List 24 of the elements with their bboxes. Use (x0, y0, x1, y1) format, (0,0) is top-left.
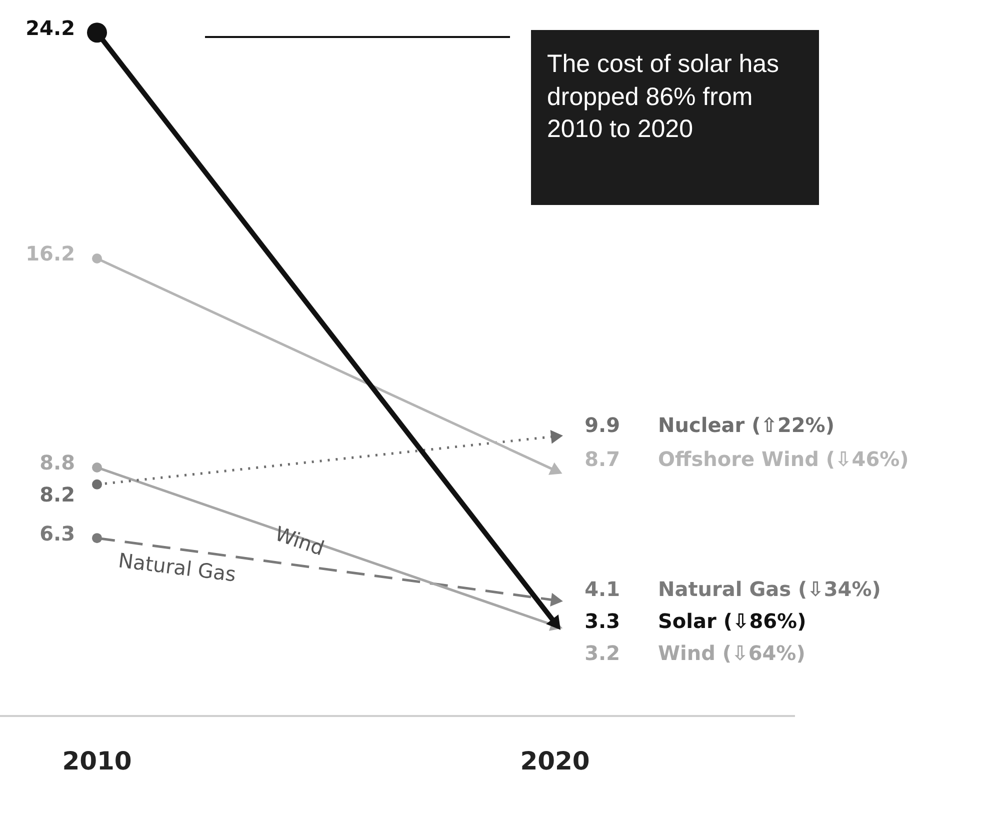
text: Solar (⇩86%) (658, 608, 806, 633)
data-label: 6.3 (40, 521, 75, 546)
annotation: The cost of solar has dropped 86% from 2010 to 2020 (531, 30, 819, 205)
x-tick-label: 2020 (520, 746, 590, 776)
point (92, 254, 102, 264)
point (92, 479, 102, 490)
point (92, 533, 102, 544)
annotation: Wind (272, 521, 328, 560)
data-label: 16.2 (26, 242, 75, 266)
text: Natural Gas (⇩34%) (658, 576, 881, 601)
text: Nuclear (⇧22%) (658, 413, 834, 438)
data-label: 8.2 (40, 482, 75, 507)
annotation: Natural Gas (117, 548, 238, 586)
data-label: 24.2 (26, 16, 75, 40)
text: Wind (⇩64%) (658, 640, 806, 665)
data-label: 3.2 (584, 640, 620, 665)
data-label: 8.8 (40, 450, 75, 475)
data-label: 8.7 (584, 446, 620, 471)
text: Offshore Wind (⇩46%) (658, 446, 909, 471)
callout-box: The cost of solar has dropped 86% from 2010 to 2020 (205, 30, 819, 205)
data-label: 9.9 (584, 413, 620, 438)
x-tick-label: 2010 (62, 746, 132, 776)
data-label: 4.1 (584, 576, 620, 601)
data-label: 3.3 (584, 608, 620, 633)
